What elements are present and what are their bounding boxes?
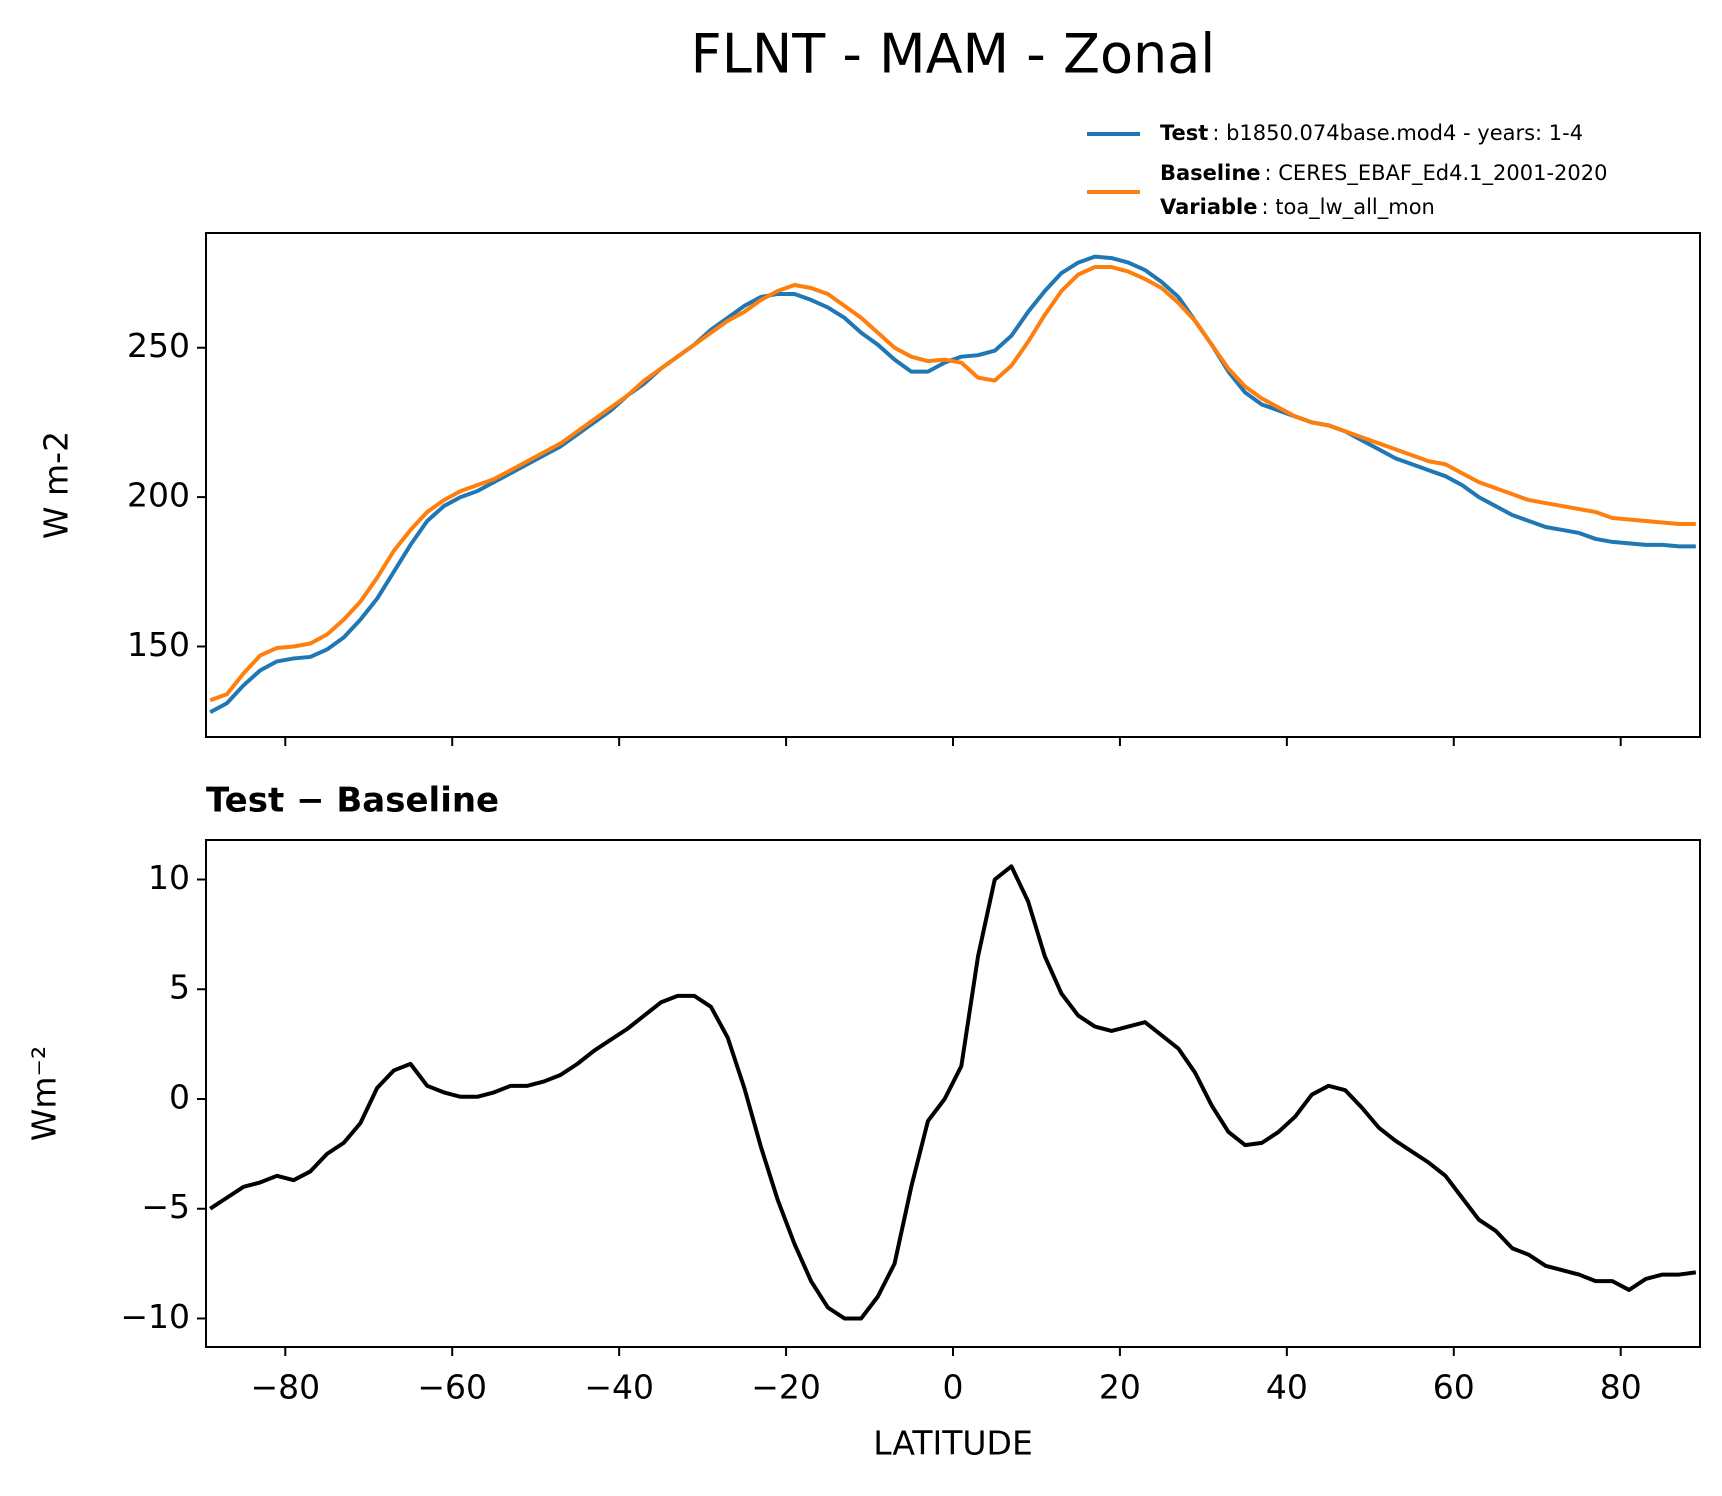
- x-axis-label: LATITUDE: [873, 1424, 1033, 1463]
- x-tick-label: −60: [417, 1368, 487, 1407]
- legend-name: Variable: [1160, 195, 1257, 219]
- x-tick-label: 20: [1099, 1368, 1141, 1407]
- axes-title: Test − Baseline: [206, 781, 499, 821]
- legend-description: : b1850.074base.mod4 - years: 1-4: [1212, 121, 1583, 145]
- y-tick-label: 10: [148, 858, 190, 897]
- legend-entry: Baseline: CERES_EBAF_Ed4.1_2001-2020: [1160, 161, 1607, 186]
- x-tick-label: −80: [250, 1368, 320, 1407]
- data-line: [209, 864, 1697, 1321]
- x-tick-label: 60: [1433, 1368, 1475, 1407]
- x-tick-label: 40: [1266, 1368, 1308, 1407]
- x-tick-label: 0: [943, 1368, 964, 1407]
- x-tick-label: −40: [584, 1368, 654, 1407]
- legend-description: : CERES_EBAF_Ed4.1_2001-2020: [1265, 161, 1608, 186]
- legend-name: Baseline: [1160, 161, 1261, 185]
- y-axis-label: W m-2: [37, 431, 76, 539]
- legend-entry: Variable: toa_lw_all_mon: [1160, 195, 1435, 220]
- x-tick-label: 80: [1600, 1368, 1642, 1407]
- y-tick-label: 250: [127, 326, 190, 365]
- y-tick-label: −10: [120, 1297, 190, 1336]
- x-tick-label: −20: [751, 1368, 821, 1407]
- legend-name: Test: [1160, 121, 1208, 145]
- data-line: [209, 265, 1696, 703]
- y-tick-label: −5: [141, 1187, 190, 1226]
- figure-title: FLNT - MAM - Zonal: [691, 23, 1216, 86]
- legend-entry: Test: b1850.074base.mod4 - years: 1-4: [1160, 121, 1583, 145]
- y-axis-label: Wm⁻²: [25, 1046, 64, 1141]
- y-tick-label: 0: [169, 1077, 190, 1116]
- y-tick-label: 5: [169, 968, 190, 1007]
- y-tick-label: 150: [127, 625, 190, 664]
- legend-description: : toa_lw_all_mon: [1261, 195, 1434, 220]
- y-tick-label: 200: [127, 476, 190, 515]
